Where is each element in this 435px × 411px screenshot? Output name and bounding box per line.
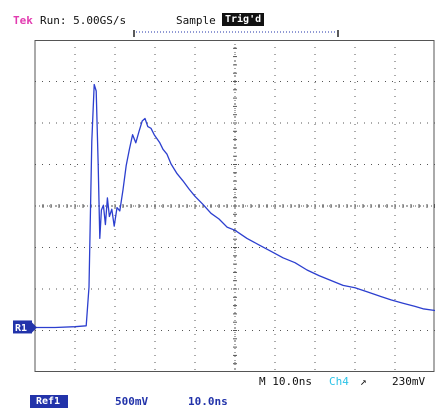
waveform-trace <box>35 83 435 329</box>
record-view-indicator <box>133 30 339 37</box>
readout-bar: M 10.0ns Ch4 ↗ 230mV Ref1 500mV 10.0ns <box>0 372 435 411</box>
ref-marker-arrow-icon <box>32 322 37 333</box>
timebase-readout: M 10.0ns <box>259 375 312 388</box>
brand-label: Tek <box>13 14 33 27</box>
run-status: Run: 5.00GS/s <box>40 14 127 27</box>
ref-marker-box <box>13 320 32 334</box>
trigger-source: Ch4 <box>329 375 349 388</box>
ref-time-per-div: 10.0ns <box>188 395 228 408</box>
waveform-display: R1 <box>13 40 435 372</box>
ref-marker: R1 <box>13 320 37 334</box>
trigger-status-badge: Trig'd <box>222 13 265 26</box>
trigger-level-readout: 230mV <box>392 375 426 388</box>
ref-marker-label: R1 <box>15 323 27 334</box>
ref-volts-per-div: 500mV <box>115 395 149 408</box>
ref-label-badge: Ref1 <box>30 395 69 408</box>
status-header: Tek Run: 5.00GS/s Sample Trig'd <box>0 0 435 40</box>
trigger-slope-icon: ↗ <box>360 375 367 388</box>
acquisition-mode: Sample <box>176 14 216 27</box>
